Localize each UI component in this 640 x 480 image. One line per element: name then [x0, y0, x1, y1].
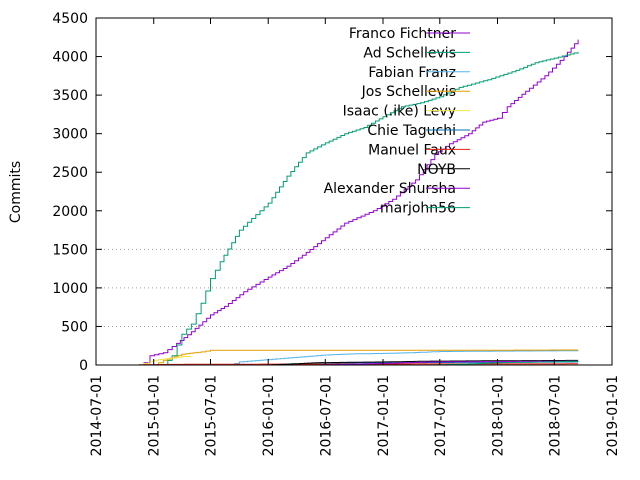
y-axis: 0 500 1000 1500 2000 2500 3000 3500 4000 4500	[52, 11, 612, 374]
legend-label: Franco Fichtner	[349, 26, 456, 42]
grid	[96, 248, 612, 327]
y-tick-label: 1500	[52, 242, 88, 258]
y-tick-label: 2000	[52, 204, 88, 220]
legend-label: Chie Taguchi	[367, 123, 456, 139]
x-tick-label: 2017-07-01	[433, 375, 449, 456]
x-tick-label: 2017-01-01	[376, 375, 392, 456]
series-line-alexander-shursha	[315, 360, 579, 366]
y-tick-label: 3000	[52, 127, 88, 143]
legend-label: Alexander Shursha	[324, 181, 456, 197]
y-axis-title: Commits	[8, 161, 24, 223]
x-tick-label: 2016-01-01	[261, 375, 277, 456]
legend: Franco Fichtner Ad Schellevis Fabian Franz…	[324, 26, 470, 217]
series-line-fabian-franz	[229, 350, 579, 366]
y-tick-label: 4500	[52, 11, 88, 27]
series-line-noyb	[268, 359, 579, 366]
y-tick-label: 0	[79, 358, 88, 374]
y-tick-label: 1000	[52, 281, 88, 297]
series-line-isaac-ike-levy	[139, 356, 192, 366]
y-tick-label: 3500	[52, 88, 88, 104]
x-axis: 2014-07-01 2015-01-01 2015-07-01 2016-01-01…	[89, 18, 621, 456]
x-tick-label: 2015-01-01	[147, 375, 163, 456]
legend-label: NOYB	[417, 162, 456, 178]
plot-border	[95, 17, 613, 366]
x-tick-label: 2014-07-01	[89, 375, 105, 456]
legend-label: Isaac (.ike) Levy	[343, 104, 456, 120]
legend-label: Jos Schellevis	[361, 84, 456, 100]
legend-label: Fabian Franz	[368, 65, 456, 81]
legend-label: Ad Schellevis	[363, 45, 456, 61]
x-tick-label: 2018-07-01	[547, 375, 563, 456]
x-tick-label: 2016-07-01	[318, 375, 334, 456]
series-line-ad-schellevis	[163, 51, 579, 366]
legend-label: marjohn56	[380, 201, 456, 217]
y-tick-label: 2500	[52, 165, 88, 181]
x-tick-label: 2018-01-01	[491, 375, 507, 456]
y-tick-label: 500	[61, 319, 88, 335]
y-tick-label: 4000	[52, 50, 88, 66]
x-tick-label: 2019-01-01	[605, 375, 621, 456]
series-lines	[134, 39, 579, 366]
x-tick-label: 2015-07-01	[203, 375, 219, 456]
legend-label: Manuel Faux	[368, 142, 456, 158]
series-line-franco-fichtner	[139, 39, 579, 366]
series-line-jos-schellevis	[153, 349, 579, 366]
